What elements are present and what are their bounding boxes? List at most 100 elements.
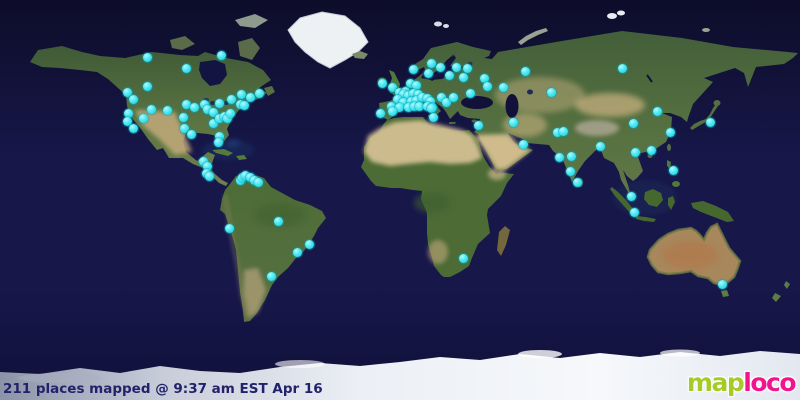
visitor-dot [186,129,196,139]
visitor-dot [122,116,132,126]
visitor-dot [146,104,156,114]
visitor-dot [423,68,433,78]
visitor-dot [444,70,454,80]
visitor-dot [375,108,385,118]
visitor-dot [292,247,302,257]
visitor-dot [425,96,435,106]
visitor-dot [554,152,564,162]
visitor-dot [479,73,489,83]
visitor-dot [142,52,152,62]
visitor-dot [304,239,314,249]
visitor-dot [565,166,575,176]
visitor-dot [411,80,421,90]
australia [646,222,790,302]
visitor-dot [392,94,402,104]
visitor-dot [458,253,468,263]
visitor-dot [408,64,418,74]
visitor-dot [240,170,250,180]
visitor-dot [552,127,562,137]
visitor-dot [214,113,224,123]
visitor-dot [179,123,189,133]
africa [361,117,514,277]
visitor-dot [665,127,675,137]
visitor-dot [451,62,461,72]
visitor-dot [214,131,224,141]
visitor-dot [266,271,276,281]
visitor-dot [254,88,264,98]
new-zealand-south [772,293,781,302]
logo-map: map [686,368,745,398]
visitor-dot [626,191,636,201]
visitor-dot [408,88,418,98]
visitor-dot [398,97,408,107]
visitor-dot [406,96,416,106]
visitor-dot [386,101,396,111]
status-bar: 211 places mapped @ 9:37 am EST Apr 16 [3,381,323,397]
visitor-dot [630,147,640,157]
visitor-dot [405,78,415,88]
antarctica [0,349,800,400]
visitor-dot [458,72,468,82]
visitor-dot [128,94,138,104]
japan [690,104,718,130]
visitor-dot [253,177,263,187]
visitor-dot [411,95,421,105]
visitor-dot [216,50,226,60]
visitor-dot [377,78,387,88]
visitor-dot [181,63,191,73]
visitor-dot [199,99,209,109]
visitor-dot [595,141,605,151]
visitor-dot [224,223,234,233]
visitor-dot [414,101,424,111]
visitor-dot [462,63,472,73]
visitor-dot [225,108,235,118]
visitor-dot [546,87,556,97]
visitor-dot [558,126,568,136]
caspian-sea [505,94,519,118]
visitor-dot [441,97,451,107]
visitor-dot [245,92,255,102]
visitor-dot [448,92,458,102]
visitor-dot [705,117,715,127]
visitor-dot [518,139,528,149]
visitor-dot [226,94,236,104]
visitor-dot [498,82,508,92]
logo-loco: loco [743,368,796,398]
visitor-dot [426,103,436,113]
visitor-dot [465,88,475,98]
visitor-dot [428,112,438,122]
visitor-dot [208,107,218,117]
visitor-dot [508,117,518,127]
southeast-asia-islands [610,160,734,222]
visitor-dot [572,177,582,187]
visitor-dot [213,137,223,147]
visitor-dot [566,151,576,161]
tasmania [721,290,729,297]
visitor-dot [482,81,492,91]
visitor-dot [398,89,408,99]
visitor-dot [138,113,148,123]
visitor-dot [202,104,212,114]
visitor-dot [403,102,413,112]
visitor-dot [123,108,133,118]
baltic-sea [429,55,456,81]
maploco-logo[interactable]: maploco [686,366,797,400]
visitor-dot [628,118,638,128]
visitor-dot [162,105,172,115]
arabia-desert [474,134,531,170]
visitor-dot [394,102,404,112]
visitor-dot [208,118,218,128]
visitor-dot [387,82,397,92]
visitor-dot [387,106,397,116]
visitor-dot [668,165,678,175]
visitor-dot [473,120,483,130]
visitor-dot [122,87,132,97]
visitor-dot [717,279,727,289]
visitor-dot [426,58,436,68]
visitor-dot [409,101,419,111]
visitor-dot [214,98,224,108]
visitor-dot [617,63,627,73]
visitor-dot [236,89,246,99]
